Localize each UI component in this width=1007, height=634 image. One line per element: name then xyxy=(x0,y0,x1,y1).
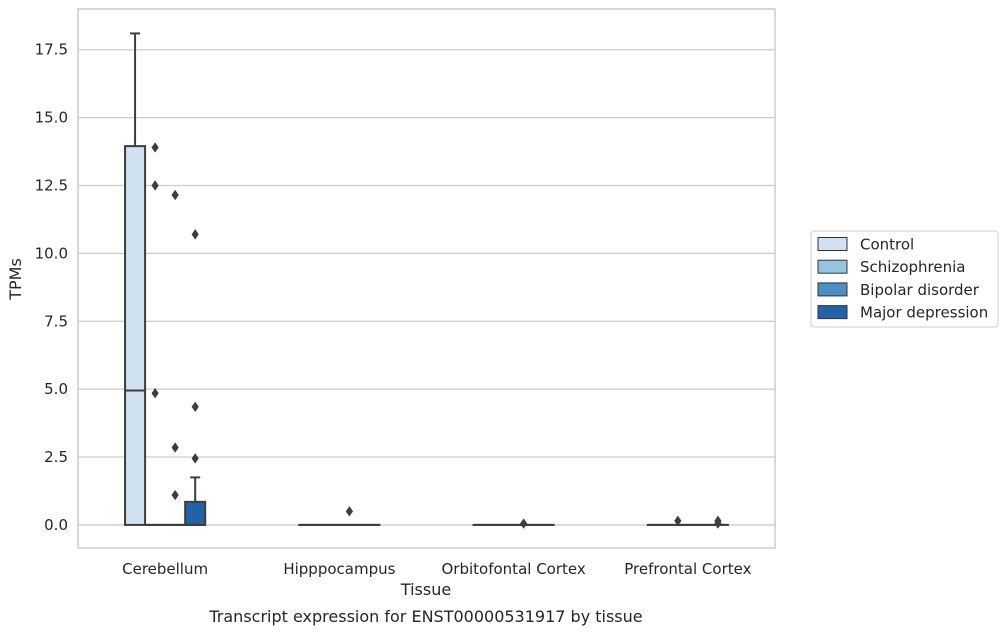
box-control xyxy=(124,32,147,526)
box-major-depression xyxy=(706,515,729,529)
y-tick-label: 15.0 xyxy=(35,109,68,127)
outlier-point xyxy=(191,401,199,413)
y-tick-label: 10.0 xyxy=(35,244,68,262)
y-tick-labels: 0.0 2.5 5.0 7.5 10.0 12.5 15.0 17.5 xyxy=(35,41,68,534)
outlier-point xyxy=(171,489,179,501)
legend-label: Schizophrenia xyxy=(860,258,965,276)
legend: Control Schizophrenia Bipolar disorder Majo… xyxy=(810,230,999,328)
y-tick-label: 5.0 xyxy=(44,380,68,398)
x-tick-label: Hipppocampus xyxy=(283,560,395,578)
outlier-point xyxy=(151,388,159,399)
legend-item: Schizophrenia xyxy=(817,258,965,276)
box-body xyxy=(124,145,147,526)
box-major-depression xyxy=(184,229,207,526)
box-schizophrenia xyxy=(666,515,689,527)
outlier-point xyxy=(520,518,528,529)
y-tick-label: 7.5 xyxy=(44,312,68,330)
outlier-point xyxy=(674,515,682,527)
legend-label: Control xyxy=(860,236,914,254)
x-tick-label: Prefrontal Cortex xyxy=(624,560,751,578)
outlier-point xyxy=(151,180,159,191)
box-bipolar-disorder xyxy=(512,518,535,529)
outlier-point xyxy=(191,229,199,240)
legend-swatch xyxy=(817,237,848,251)
x-axis-title: Tissue xyxy=(400,580,451,599)
plot-frame xyxy=(77,8,776,549)
y-tick-label: 12.5 xyxy=(35,176,68,194)
legend-item: Major depression xyxy=(817,304,988,322)
y-tick-label: 0.0 xyxy=(44,516,68,534)
box-series xyxy=(124,32,729,529)
y-tick-label: 17.5 xyxy=(35,41,68,59)
legend-label: Major depression xyxy=(860,304,988,322)
outlier-point xyxy=(714,518,722,529)
box-schizophrenia xyxy=(144,142,167,526)
outlier-point xyxy=(151,142,159,153)
outlier-point xyxy=(171,189,179,201)
y-axis-title: TPMs xyxy=(6,258,25,301)
chart-caption: Transcript expression for ENST0000053191… xyxy=(208,607,642,626)
outlier-point xyxy=(171,442,179,453)
outlier-point xyxy=(345,506,353,517)
x-tick-label: Cerebellum xyxy=(122,560,208,578)
box-body xyxy=(184,500,207,526)
box-bipolar-disorder xyxy=(338,506,361,526)
legend-item: Control xyxy=(817,236,914,254)
box-bipolar-disorder xyxy=(164,189,187,526)
legend-frame xyxy=(810,230,999,328)
x-tick-labels: Cerebellum Hipppocampus Orbitofontal Corte… xyxy=(122,560,751,578)
y-tick-label: 2.5 xyxy=(44,448,68,466)
legend-swatch xyxy=(817,259,848,274)
legend-swatch xyxy=(817,282,848,297)
grid-lines xyxy=(78,49,775,526)
legend-label: Bipolar disorder xyxy=(860,281,980,299)
x-tick-label: Orbitofontal Cortex xyxy=(442,560,586,578)
legend-swatch xyxy=(817,305,848,320)
outlier-point xyxy=(191,453,199,464)
legend-item: Bipolar disorder xyxy=(817,281,980,299)
